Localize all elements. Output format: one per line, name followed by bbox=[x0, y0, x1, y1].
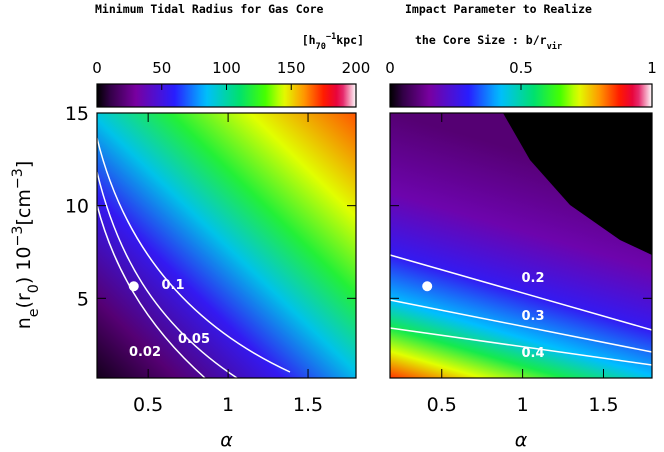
label-part: [cm bbox=[13, 189, 35, 225]
label-part: n bbox=[13, 317, 35, 329]
colorbar-tick-label: 0 bbox=[92, 59, 102, 77]
label-part: ) 10 bbox=[13, 247, 35, 285]
x-tick-label: 1 bbox=[222, 394, 234, 416]
label-part: 70 bbox=[316, 42, 326, 52]
colorbar-tick-label: 150 bbox=[277, 59, 306, 77]
label-part: [h bbox=[302, 33, 316, 47]
y-tick-label: 5 bbox=[77, 288, 89, 310]
label-part: vir bbox=[547, 41, 563, 52]
panel-title: Minimum Tidal Radius for Gas Core bbox=[95, 2, 324, 16]
colorbar-tick-label: 50 bbox=[152, 59, 171, 77]
label-part: −1 bbox=[326, 32, 336, 42]
x-tick-label: 0.5 bbox=[133, 394, 163, 416]
contour-label: 0.4 bbox=[521, 346, 544, 361]
contour-line bbox=[96, 204, 206, 379]
contour-line bbox=[96, 171, 238, 379]
y-axis-label: ne(r0) 10−3[cm−3] bbox=[10, 161, 42, 330]
x-tick-label: 1.5 bbox=[588, 394, 618, 416]
label-part: e bbox=[26, 308, 42, 317]
y-tick-label: 15 bbox=[65, 103, 89, 125]
data-point bbox=[422, 281, 433, 292]
label-part: kpc] bbox=[336, 33, 364, 47]
plot-frame bbox=[389, 112, 653, 379]
x-tick-label: 1 bbox=[517, 394, 529, 416]
colorbar-tick-label: 100 bbox=[212, 59, 241, 77]
x-tick-label: 1.5 bbox=[293, 394, 323, 416]
masked-region bbox=[503, 113, 652, 255]
contour-line bbox=[389, 299, 653, 353]
heatmap bbox=[97, 113, 356, 378]
x-tick-label: 0.5 bbox=[427, 394, 457, 416]
colorbar-tick-label: 200 bbox=[342, 59, 371, 77]
data-point bbox=[128, 281, 139, 292]
label-part: ] bbox=[13, 161, 35, 168]
label-part: (r bbox=[13, 293, 35, 308]
contour-label: 0.2 bbox=[521, 271, 544, 286]
x-axis-label: α bbox=[515, 429, 528, 451]
contour-label: 0.1 bbox=[161, 278, 184, 293]
contour-label: 0.05 bbox=[178, 332, 210, 347]
label-part: 0 bbox=[26, 284, 42, 293]
label-part: the Core Size : b/r bbox=[415, 33, 547, 47]
panel-title: Impact Parameter to Realize bbox=[405, 2, 592, 16]
contour-line bbox=[96, 137, 291, 373]
y-tick-label: 10 bbox=[65, 196, 89, 218]
label-part: −3 bbox=[10, 168, 26, 189]
label-part: −3 bbox=[10, 226, 26, 247]
plot-frame bbox=[96, 112, 357, 379]
panel-subtitle: [h70−1kpc] bbox=[302, 32, 364, 52]
contour-label: 0.02 bbox=[129, 345, 161, 360]
x-axis-label: α bbox=[220, 429, 233, 451]
colorbar-tick-label: 0 bbox=[385, 59, 395, 77]
contour-label: 0.3 bbox=[521, 309, 544, 324]
colorbar-tick-label: 0.5 bbox=[509, 59, 533, 77]
colorbar-tick-label: 1 bbox=[647, 59, 657, 77]
contour-line bbox=[389, 327, 653, 366]
panel-subtitle: the Core Size : b/rvir bbox=[415, 33, 562, 52]
contour-line bbox=[389, 254, 653, 331]
